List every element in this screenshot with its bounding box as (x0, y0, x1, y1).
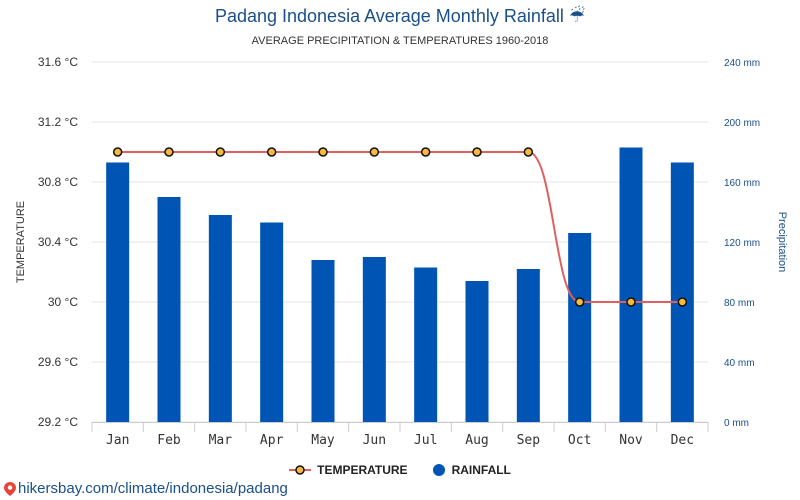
temperature-point (574, 297, 585, 307)
rainfall-bar (362, 257, 386, 422)
rainfall-bar (465, 281, 489, 422)
y-left-tick-label: 30.4 °C (38, 235, 78, 249)
y-left-axis-title: TEMPERATURE (15, 201, 27, 283)
legend-rainfall-marker (432, 464, 445, 476)
x-tick-label: May (311, 433, 335, 448)
x-tick-label: Dec (671, 433, 694, 448)
chart-title: Padang Indonesia Average Monthly Rainfal… (0, 6, 800, 27)
rainfall-bar (516, 269, 540, 422)
x-tick-label: Jan (106, 433, 129, 448)
x-tick-label: Jun (363, 433, 386, 448)
rainfall-bar (670, 162, 694, 422)
legend-item-temperature[interactable]: TEMPERATURE (289, 463, 408, 477)
footer-link-text: hikersbay.com/climate/indonesia/padang (18, 480, 288, 497)
y-right-tick-label: 240 mm (724, 58, 760, 69)
rainfall-bar (414, 267, 438, 422)
rainfall-bar (208, 215, 232, 422)
y-left-tick-label: 30 °C (48, 295, 78, 309)
temperature-point (266, 147, 277, 157)
rainfall-bar (157, 197, 181, 422)
rainfall-bar (311, 260, 335, 422)
temperature-point (420, 147, 431, 157)
temperature-point (318, 147, 328, 157)
y-right-tick-label: 40 mm (724, 358, 755, 369)
y-right-tick-label: 120 mm (724, 238, 760, 249)
legend-temperature-marker (289, 465, 312, 475)
y-right-axis-title: Precipitation (776, 212, 788, 273)
footer-link[interactable]: hikersbay.com/climate/indonesia/padang (4, 480, 288, 497)
legend-temperature-label: TEMPERATURE (317, 463, 408, 477)
y-right-tick-label: 0 mm (724, 418, 749, 429)
x-tick-label: Oct (568, 433, 591, 448)
rainfall-bar (568, 233, 592, 422)
chart-legend: TEMPERATURE RAINFALL (0, 463, 800, 477)
y-right-tick-label: 80 mm (724, 298, 755, 309)
y-left-tick-label: 30.8 °C (38, 175, 78, 189)
y-left-tick-label: 31.2 °C (38, 115, 78, 129)
temperature-point (369, 147, 380, 157)
temperature-point (472, 147, 482, 157)
x-tick-label: Feb (157, 433, 181, 448)
temperature-point (523, 147, 534, 157)
y-left-tick-label: 31.6 °C (38, 55, 78, 69)
chart-title-text: Padang Indonesia Average Monthly Rainfal… (214, 6, 564, 26)
temperature-point (112, 147, 123, 157)
rainfall-bar (619, 147, 643, 422)
x-tick-label: Jul (414, 433, 437, 448)
temperature-point (626, 297, 636, 307)
temperature-point (215, 147, 226, 157)
legend-item-rainfall[interactable]: RAINFALL (432, 463, 511, 477)
y-right-tick-label: 200 mm (724, 118, 760, 129)
y-right-tick-label: 160 mm (724, 178, 760, 189)
x-tick-label: Sep (517, 433, 541, 448)
legend-rainfall-label: RAINFALL (451, 463, 511, 477)
rainfall-bar (260, 222, 284, 422)
x-tick-label: Mar (209, 433, 233, 448)
map-pin-icon (4, 481, 16, 496)
y-left-tick-label: 29.6 °C (38, 355, 78, 369)
temperature-point (164, 147, 174, 157)
y-left-tick-label: 29.2 °C (38, 415, 78, 429)
x-tick-label: Nov (619, 433, 643, 448)
umbrella-rain-icon: ☔ (568, 6, 586, 26)
temperature-point (677, 297, 688, 307)
chart-subtitle: AVERAGE PRECIPITATION & TEMPERATURES 196… (251, 35, 549, 47)
rainfall-bar (106, 162, 130, 422)
x-tick-label: Aug (465, 433, 488, 448)
temperature-line (117, 151, 683, 303)
x-tick-label: Apr (260, 433, 284, 448)
